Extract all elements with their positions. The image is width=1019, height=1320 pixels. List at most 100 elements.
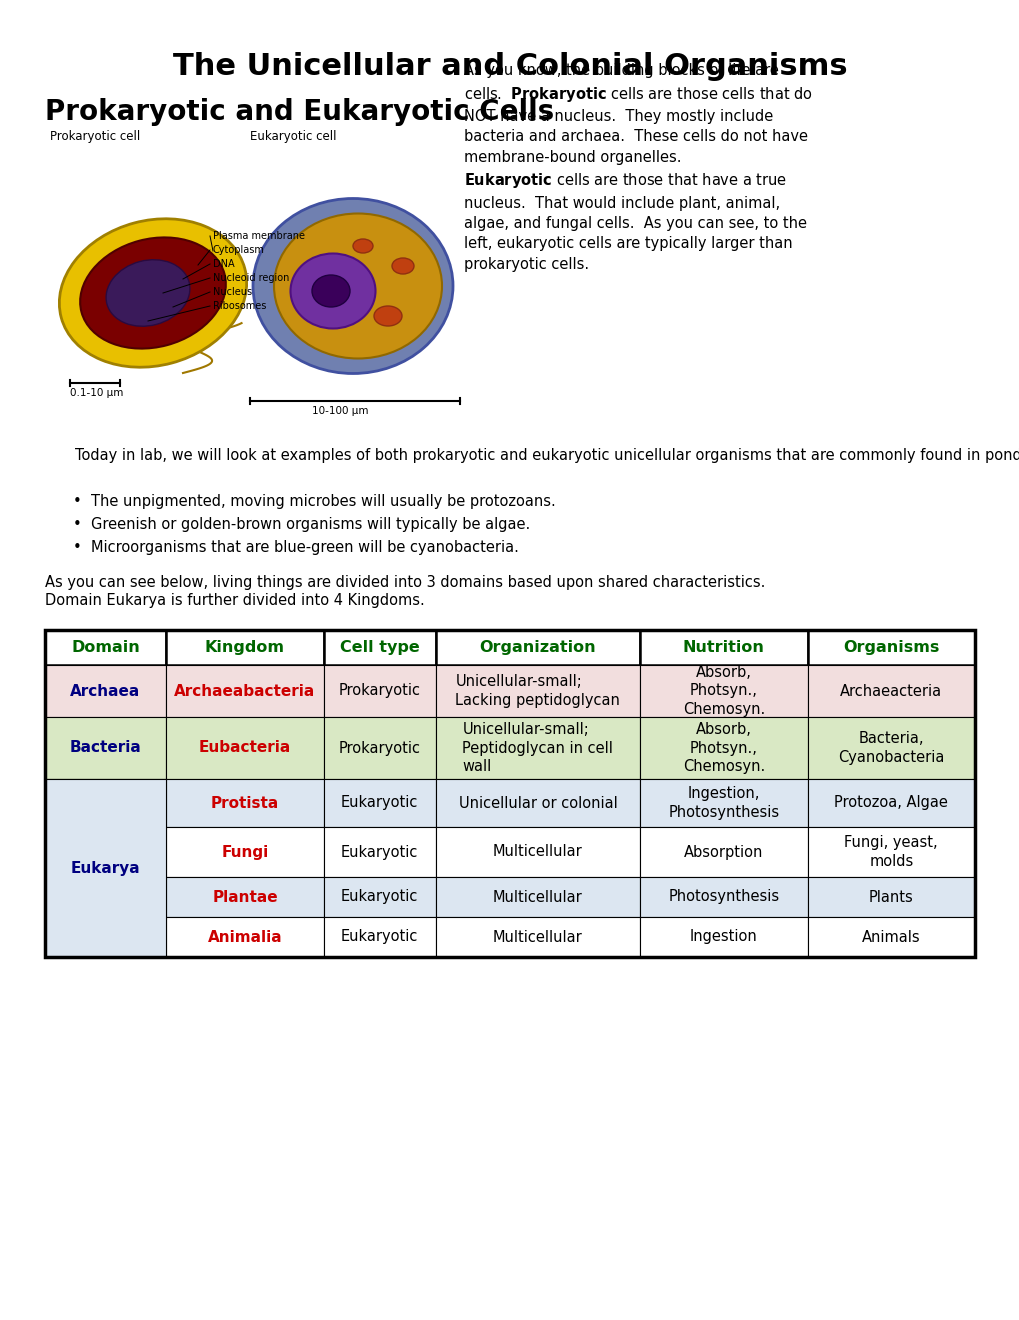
Bar [45,828,166,876]
Text: •  The unpigmented, moving microbes will usually be protozoans.: • The unpigmented, moving microbes will … [73,494,555,510]
Ellipse shape [391,257,414,275]
Text: Nutrition: Nutrition [683,640,764,655]
Text: Eukarya: Eukarya [70,861,141,875]
Bar [807,779,974,828]
Text: Unicellular or colonial: Unicellular or colonial [459,796,616,810]
Bar [45,717,166,779]
Bar [640,876,807,917]
Text: Domain Eukarya is further divided into 4 Kingdoms.: Domain Eukarya is further divided into 4… [45,593,424,609]
Ellipse shape [353,239,373,253]
Text: Unicellular-small;
Peptidoglycan in cell
wall: Unicellular-small; Peptidoglycan in cell… [462,722,612,774]
Text: As you can see below, living things are divided into 3 domains based upon shared: As you can see below, living things are … [45,576,764,590]
Ellipse shape [59,219,247,367]
Ellipse shape [374,306,401,326]
Text: Animalia: Animalia [208,929,282,945]
Text: Kingdom: Kingdom [205,640,284,655]
Bar [45,917,166,957]
Bar [435,917,640,957]
Bar [807,717,974,779]
Bar [324,917,435,957]
Bar [166,876,324,917]
Bar [435,876,640,917]
Ellipse shape [290,253,375,329]
Bar [166,779,324,828]
Text: Eubacteria: Eubacteria [199,741,290,755]
Text: Fungi: Fungi [221,845,268,859]
Text: Organization: Organization [479,640,596,655]
Text: Prokaryotic and Eukaryotic Cells: Prokaryotic and Eukaryotic Cells [45,98,553,125]
Text: The Unicellular and Colonial Organisms: The Unicellular and Colonial Organisms [172,51,847,81]
Bar [45,630,166,665]
Text: 10-100 μm: 10-100 μm [312,407,368,416]
Ellipse shape [253,198,452,374]
Text: Archaea: Archaea [70,684,141,698]
Text: Unicellular-small;
Lacking peptidoglycan: Unicellular-small; Lacking peptidoglycan [455,675,620,708]
Text: Plants: Plants [868,890,913,904]
Text: Eukaryotic cell: Eukaryotic cell [250,129,336,143]
Text: Absorb,
Photsyn.,
Chemosyn.: Absorb, Photsyn., Chemosyn. [682,722,764,774]
Ellipse shape [312,275,350,308]
Bar [324,665,435,717]
Text: Prokaryotic cell: Prokaryotic cell [50,129,141,143]
Text: Prokaryotic: Prokaryotic [338,741,421,755]
Text: Absorption: Absorption [684,845,763,859]
Bar [435,717,640,779]
Bar [324,876,435,917]
Text: Plasma membrane: Plasma membrane [213,231,305,242]
Text: Multicellular: Multicellular [492,929,582,945]
Text: Bacteria,
Cyanobacteria: Bacteria, Cyanobacteria [838,731,944,764]
Bar [435,630,640,665]
Text: Multicellular: Multicellular [492,845,582,859]
Bar [807,917,974,957]
Bar [45,779,166,957]
Bar [45,779,166,828]
Bar [640,917,807,957]
Bar [807,828,974,876]
Text: Today in lab, we will look at examples of both prokaryotic and eukaryotic unicel: Today in lab, we will look at examples o… [75,447,1019,463]
Ellipse shape [81,238,225,348]
Text: Nucleus: Nucleus [213,286,252,297]
Bar [166,717,324,779]
Text: Multicellular: Multicellular [492,890,582,904]
Bar [807,876,974,917]
Text: Archaeacteria: Archaeacteria [840,684,942,698]
Text: Eukaryotic: Eukaryotic [340,845,418,859]
Text: Ingestion,
Photosynthesis: Ingestion, Photosynthesis [667,787,779,820]
Bar [640,630,807,665]
Bar [166,828,324,876]
Bar [640,717,807,779]
Bar [324,828,435,876]
Text: Animals: Animals [861,929,920,945]
Text: Archaeabacteria: Archaeabacteria [174,684,315,698]
Text: Nucleoid region: Nucleoid region [213,273,289,282]
Text: 0.1-10 μm: 0.1-10 μm [70,388,123,399]
Bar [166,665,324,717]
Text: Cytoplasm: Cytoplasm [213,246,265,255]
Text: Fungi, yeast,
molds: Fungi, yeast, molds [844,836,937,869]
Text: •  Microorganisms that are blue-green will be cyanobacteria.: • Microorganisms that are blue-green wil… [73,540,519,554]
Bar [435,779,640,828]
Bar [45,630,974,957]
Bar [435,828,640,876]
Bar [324,717,435,779]
Text: Ribosomes: Ribosomes [213,301,266,312]
Text: Bacteria: Bacteria [69,741,142,755]
Bar [807,665,974,717]
Text: Photosynthesis: Photosynthesis [667,890,779,904]
Text: •  Greenish or golden-brown organisms will typically be algae.: • Greenish or golden-brown organisms wil… [73,517,530,532]
Bar [807,630,974,665]
Text: Eukaryotic: Eukaryotic [340,890,418,904]
Bar [166,630,324,665]
Text: Domain: Domain [71,640,140,655]
Bar [640,828,807,876]
Bar [640,665,807,717]
Bar [640,779,807,828]
Text: Eukaryotic: Eukaryotic [340,796,418,810]
Bar [435,665,640,717]
Bar [166,917,324,957]
Text: Plantae: Plantae [212,890,277,904]
Text: DNA: DNA [213,259,234,269]
Text: Protista: Protista [211,796,279,810]
Text: Organisms: Organisms [843,640,938,655]
Bar [45,665,166,717]
